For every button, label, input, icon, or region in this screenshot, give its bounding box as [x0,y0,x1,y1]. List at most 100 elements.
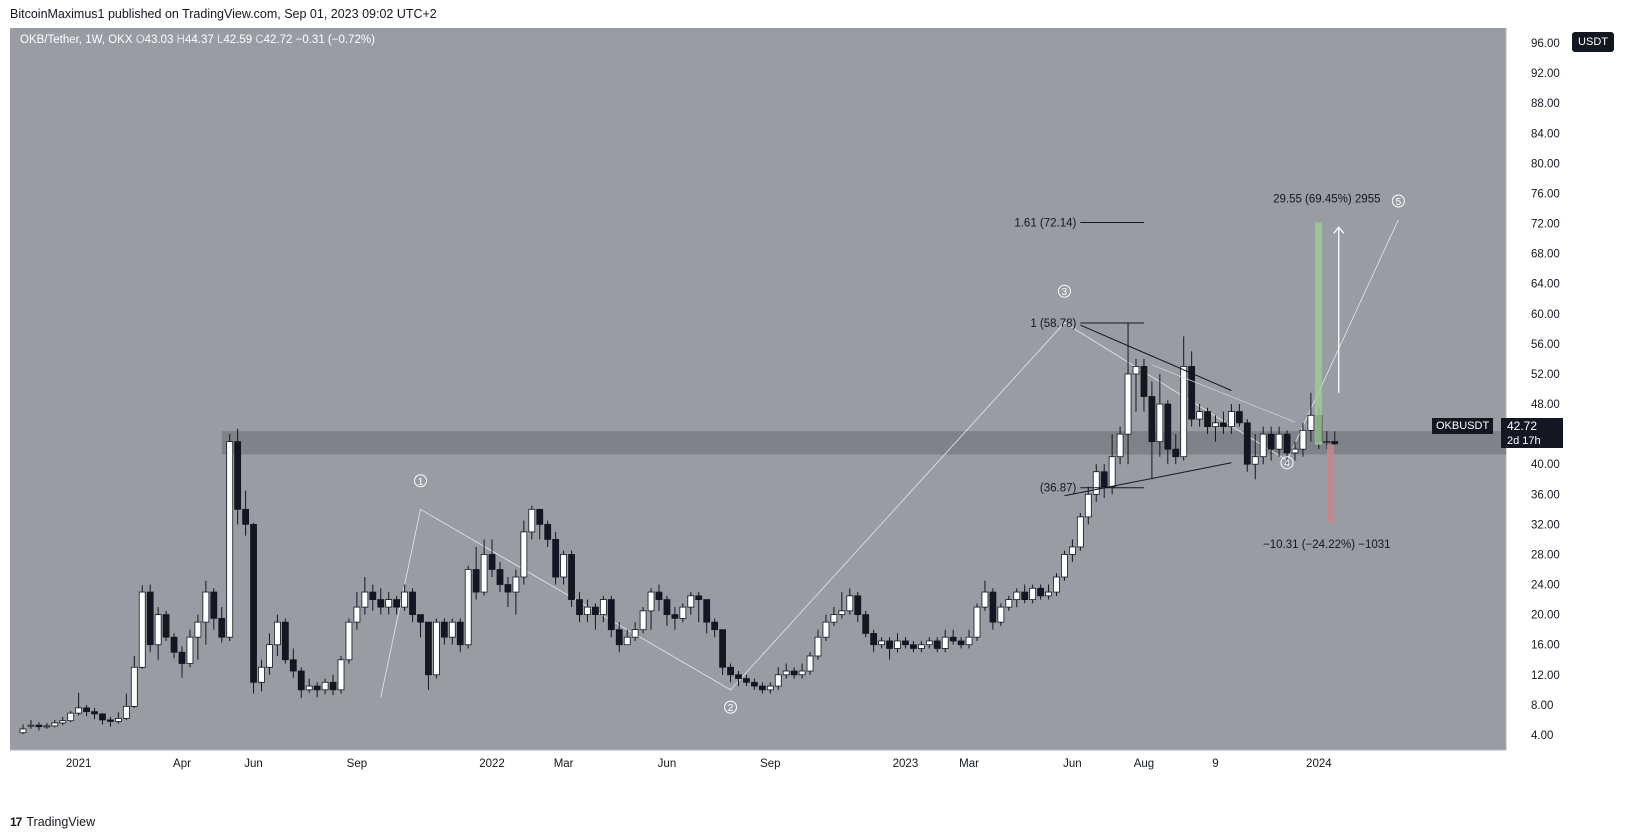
currency-button[interactable]: USDT [1572,32,1614,52]
candle-body [623,636,631,646]
candle-body [273,621,281,646]
open-value: 43.03 [144,34,174,46]
candle-body [456,621,464,646]
triangle-lower-line [1064,462,1232,497]
candle-body [592,606,599,616]
candle-body [910,644,917,649]
price-tick-label: 20.00 [1531,610,1560,622]
candle-body [520,531,528,578]
price-tick-label: 8.00 [1531,700,1553,712]
candle-body [830,614,838,623]
wave-label-circle [1057,284,1071,298]
chart-panel[interactable]: 4.00 8.00 12.00 16.00 20.00 24.00 28.00 32.00 36… [10,28,1626,804]
candle-body [894,640,901,649]
candle-body [425,621,432,676]
candle-body [115,718,122,722]
candle-body [99,713,106,721]
candle-body [377,599,385,608]
candle-body [607,599,615,631]
candle-body [743,678,750,683]
candle-body [1172,448,1180,458]
candle-body [663,599,671,616]
candle-body [782,670,790,676]
candle-body [1307,414,1315,431]
candle-body [297,670,305,691]
candle-body [480,554,488,593]
candle-body [1069,546,1076,555]
wave-label-circle [1391,194,1405,208]
candle-body [464,569,472,646]
candle-body [1005,599,1013,608]
candle-body [1021,591,1029,600]
time-tick-label: Mar [959,758,979,770]
candle-body [655,591,663,600]
high-value: 44.37 [184,34,214,46]
candle-body [560,554,567,578]
candle-body [989,591,997,623]
candle-body [536,508,544,525]
candle-body [448,621,456,638]
candle-body [576,599,583,616]
elliott-wave-path [380,219,1399,698]
candle-body [949,636,957,642]
candle-body [1220,422,1227,428]
candle-body [862,614,870,634]
price-tick-label: 68.00 [1531,249,1560,261]
candle-body [798,670,806,676]
candle-body [631,629,639,638]
candle-body [130,666,138,707]
candle-body [941,636,949,649]
time-tick-label: Apr [173,758,191,770]
candle-body [902,640,909,646]
candle-body [186,636,194,664]
wave-label-circle [414,474,427,488]
candle-body [250,523,257,683]
candle-body [679,606,687,619]
candle-body [440,621,448,638]
candle-body [719,629,726,668]
price-chart[interactable]: 4.008.0012.0016.0020.0024.0028.0032.0036… [10,28,1626,804]
candle-body [27,724,35,727]
candle-body [1124,373,1132,435]
footer-brand-label: TradingView [26,815,96,829]
ohlc-legend: OKB/Tether, 1W, OKX O43.03 H44.37 L42.59… [20,34,375,46]
candle-body [67,712,75,722]
price-tick-label: 56.00 [1531,339,1560,351]
candle-body [1259,433,1267,458]
candle-body [35,724,43,728]
candle-body [138,591,146,668]
price-tick-label: 84.00 [1531,128,1560,140]
candle-body [361,591,369,608]
open-label: O [135,34,145,46]
candle-body [639,610,647,631]
candle-body [552,539,560,578]
time-tick-label: Jun [244,758,263,770]
candle-body [401,591,409,608]
low-label: L [216,34,224,46]
candle-body [1323,441,1331,444]
candle-body [846,595,854,612]
target-measure-label: 29.55 (69.45%) 2955 [1273,193,1380,205]
price-tick-label: 76.00 [1531,188,1560,200]
candle-body [1156,403,1164,443]
candle-body [107,719,114,722]
time-tick-label: 2023 [893,758,919,770]
candle-body [544,523,552,540]
wave-label: 3 [1062,287,1068,298]
candle-body [528,508,536,533]
candle-body [178,651,186,664]
wave-label: 4 [1284,459,1290,470]
candle-body [933,640,941,649]
last-price-tag: 42.72 [1501,418,1563,434]
candle-body [1045,591,1052,597]
candle-body [766,685,774,691]
price-tick-label: 52.00 [1531,369,1560,381]
wave-label: 2 [728,703,734,714]
footer-branding[interactable]: 17 TradingView [10,815,95,829]
candle-body [973,606,981,638]
candle-body [1228,411,1235,428]
candle-body [790,670,798,676]
candle-body [1029,587,1037,600]
plot-background [10,28,1506,750]
time-tick-label: Aug [1134,758,1154,770]
